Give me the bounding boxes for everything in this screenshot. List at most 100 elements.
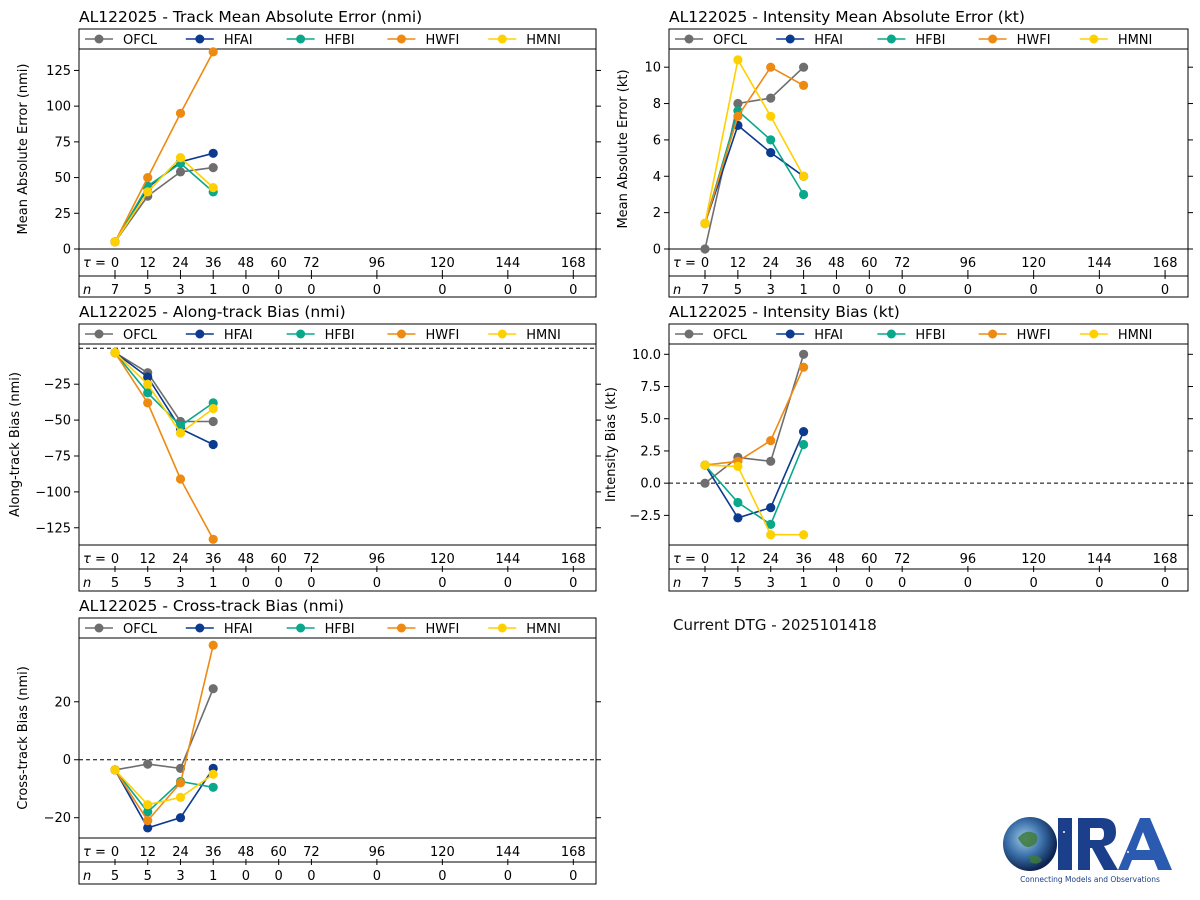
legend-marker-hwfi bbox=[988, 329, 998, 339]
y-tick-label: 50 bbox=[54, 171, 71, 186]
n-count-label: 0 bbox=[832, 576, 840, 591]
y-tick-label: −100 bbox=[35, 485, 71, 500]
y-tick-label: −20 bbox=[44, 811, 71, 826]
data-point-hwfi bbox=[799, 80, 809, 90]
series-line-ofcl bbox=[704, 354, 805, 484]
tau-axis-box bbox=[668, 248, 1189, 298]
data-point-hmni bbox=[110, 765, 120, 775]
series-line-hfai bbox=[114, 152, 214, 243]
n-count-label: 1 bbox=[209, 576, 217, 591]
y-tick-label: 8 bbox=[653, 97, 661, 112]
n-count-label: 0 bbox=[1161, 576, 1169, 591]
legend-label-ofcl: OFCL bbox=[123, 328, 158, 343]
n-count-label: 0 bbox=[1029, 283, 1037, 298]
series-line-hmni bbox=[114, 769, 214, 806]
tau-tick-label: 24 bbox=[172, 552, 189, 567]
plot-area bbox=[668, 48, 1189, 250]
n-count-label: 0 bbox=[898, 283, 906, 298]
n-count-label: 7 bbox=[701, 576, 709, 591]
n-count-label: 5 bbox=[144, 576, 152, 591]
series-line-hwfi bbox=[114, 51, 214, 243]
tau-tick-label: 60 bbox=[861, 256, 878, 271]
y-axis-label: Mean Absolute Error (nmi) bbox=[16, 64, 31, 235]
legend-marker-hfai bbox=[785, 329, 795, 339]
n-count-label: 0 bbox=[373, 576, 381, 591]
series-line-hfbi bbox=[704, 109, 805, 224]
y-tick-label: 75 bbox=[54, 135, 71, 150]
tau-tick-label: 120 bbox=[1021, 552, 1046, 567]
n-count-label: 3 bbox=[176, 283, 184, 298]
tau-tick-label: 168 bbox=[561, 256, 586, 271]
data-point-hfai bbox=[143, 823, 153, 833]
data-point-hwfi bbox=[733, 111, 743, 121]
data-point-hfbi bbox=[208, 782, 218, 792]
series-line-hfai bbox=[704, 124, 805, 224]
data-point-hmni bbox=[799, 530, 809, 540]
tau-axis-box bbox=[78, 837, 597, 885]
tau-tick-label: 72 bbox=[894, 256, 911, 271]
legend-marker-hwfi bbox=[396, 34, 406, 44]
n-count-label: 0 bbox=[504, 283, 512, 298]
legend-marker-hwfi bbox=[396, 623, 406, 633]
data-point-hfai bbox=[766, 148, 776, 158]
tau-tick-label: 168 bbox=[561, 552, 586, 567]
n-count-label: 0 bbox=[242, 576, 250, 591]
n-count-label: 0 bbox=[275, 576, 283, 591]
tau-axis-prefix: τ = bbox=[83, 256, 106, 271]
cira-tagline: Connecting Models and Observations bbox=[1020, 875, 1160, 884]
tau-tick-label: 72 bbox=[894, 552, 911, 567]
tau-tick-label: 24 bbox=[762, 552, 779, 567]
data-point-hwfi bbox=[766, 436, 776, 446]
tau-axis-prefix: τ = bbox=[83, 845, 106, 860]
legend-label-hmni: HMNI bbox=[526, 328, 561, 343]
n-count-label: 5 bbox=[144, 869, 152, 884]
n-count-label: 0 bbox=[307, 283, 315, 298]
data-point-hfbi bbox=[799, 439, 809, 450]
y-tick-label: 4 bbox=[653, 170, 661, 185]
legend-marker-hfbi bbox=[296, 623, 306, 633]
y-tick-label: 0 bbox=[653, 243, 661, 258]
n-count-label: 0 bbox=[373, 283, 381, 298]
n-axis-prefix: n bbox=[83, 283, 91, 298]
tau-tick-label: 0 bbox=[111, 845, 119, 860]
data-point-hfai bbox=[208, 148, 218, 158]
current-dtg-label: Current DTG - 2025101418 bbox=[673, 616, 877, 634]
tau-tick-label: 120 bbox=[1021, 256, 1046, 271]
chart-title: AL122025 - Track Mean Absolute Error (nm… bbox=[79, 8, 422, 26]
n-axis-prefix: n bbox=[673, 576, 681, 591]
tau-tick-label: 144 bbox=[1087, 552, 1112, 567]
y-tick-label: 100 bbox=[46, 100, 71, 115]
n-count-label: 0 bbox=[504, 869, 512, 884]
data-point-hwfi bbox=[799, 362, 809, 372]
y-tick-label: 7.5 bbox=[640, 380, 661, 395]
y-tick-label: 5.0 bbox=[640, 412, 661, 427]
series-line-hfai bbox=[704, 431, 805, 519]
y-tick-label: 2.5 bbox=[640, 444, 661, 459]
legend-label-hmni: HMNI bbox=[526, 622, 561, 637]
n-count-label: 3 bbox=[176, 576, 184, 591]
y-tick-label: 0 bbox=[63, 243, 71, 258]
legend-marker-hwfi bbox=[988, 34, 998, 44]
tau-tick-label: 144 bbox=[1087, 256, 1112, 271]
series-line-hfai bbox=[114, 767, 214, 829]
series-line-hfbi bbox=[114, 769, 214, 814]
tau-tick-label: 120 bbox=[430, 552, 455, 567]
series-line-hwfi bbox=[114, 352, 214, 540]
legend-label-hfbi: HFBI bbox=[915, 33, 945, 48]
chart-panel-cross_track_bias: AL122025 - Cross-track Bias (nmi) OFCL HFA… bbox=[16, 597, 601, 885]
tau-tick-label: 36 bbox=[205, 256, 222, 271]
legend-label-hwfi: HWFI bbox=[425, 622, 459, 637]
tau-tick-label: 96 bbox=[369, 256, 386, 271]
legend-marker-hwfi bbox=[396, 329, 406, 339]
y-tick-label: −25 bbox=[44, 378, 71, 393]
data-point-hmni bbox=[799, 171, 809, 181]
data-point-hmni bbox=[766, 530, 776, 540]
data-point-hmni bbox=[175, 792, 186, 803]
n-count-label: 3 bbox=[176, 869, 184, 884]
data-point-hmni bbox=[143, 800, 153, 810]
tau-axis-box bbox=[668, 544, 1189, 592]
y-tick-label: 25 bbox=[54, 207, 71, 222]
y-tick-label: 10 bbox=[644, 61, 661, 76]
series-line-ofcl bbox=[704, 66, 805, 250]
